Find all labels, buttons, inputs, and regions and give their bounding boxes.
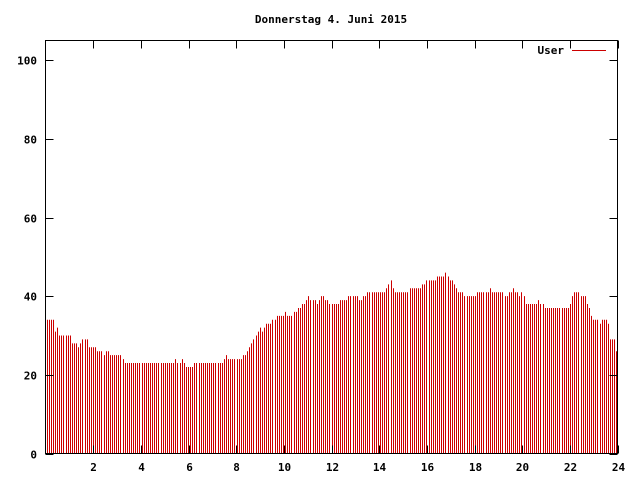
y-tick-label: 60: [24, 213, 37, 226]
x-tick-label: 6: [186, 461, 193, 474]
x-axis: 2 4 6 8 10 12 14 16 18 20 22 24: [90, 40, 626, 474]
x-tick-label: 2: [90, 461, 97, 474]
x-tick-label: 18: [469, 461, 482, 474]
plot-frame: [45, 40, 618, 454]
bar-series-user: [47, 272, 617, 454]
legend: User: [538, 44, 606, 57]
x-tick-label: 24: [612, 461, 626, 474]
y-tick-label: 20: [24, 370, 37, 383]
y-tick-label: 100: [17, 55, 37, 68]
legend-label-user: User: [538, 44, 565, 57]
x-tick-label: 22: [564, 461, 577, 474]
x-tick-label: 20: [516, 461, 529, 474]
x-tick-label: 12: [326, 461, 339, 474]
y-axis: 0 20 40 60 80 100: [17, 55, 618, 462]
chart-title: Donnerstag 4. Juni 2015: [255, 13, 407, 26]
x-tick-label: 4: [138, 461, 145, 474]
x-tick-label: 10: [278, 461, 291, 474]
y-tick-label: 40: [24, 291, 37, 304]
x-tick-label: 16: [421, 461, 435, 474]
y-tick-label: 0: [30, 449, 37, 462]
y-tick-label: 80: [24, 134, 37, 147]
x-tick-label: 14: [373, 461, 387, 474]
x-tick-label: 8: [233, 461, 240, 474]
